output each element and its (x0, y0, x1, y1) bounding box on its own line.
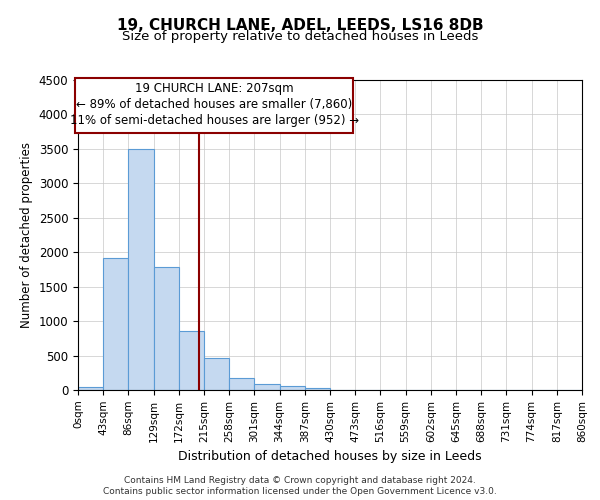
Text: ← 89% of detached houses are smaller (7,860): ← 89% of detached houses are smaller (7,… (76, 98, 352, 111)
Text: 19, CHURCH LANE, ADEL, LEEDS, LS16 8DB: 19, CHURCH LANE, ADEL, LEEDS, LS16 8DB (116, 18, 484, 32)
Text: 11% of semi-detached houses are larger (952) →: 11% of semi-detached houses are larger (… (70, 114, 359, 128)
Bar (254, 384, 280, 390)
Y-axis label: Number of detached properties: Number of detached properties (20, 142, 33, 328)
Text: Size of property relative to detached houses in Leeds: Size of property relative to detached ho… (122, 30, 478, 43)
Text: Contains HM Land Registry data © Crown copyright and database right 2024.: Contains HM Land Registry data © Crown c… (124, 476, 476, 485)
Bar (204, 358, 229, 390)
Bar (128, 149, 154, 390)
Text: Contains public sector information licensed under the Open Government Licence v3: Contains public sector information licen… (103, 488, 497, 496)
X-axis label: Distribution of detached houses by size in Leeds: Distribution of detached houses by size … (178, 450, 482, 463)
Bar (103, 258, 128, 390)
Bar (280, 386, 305, 390)
Text: 19 CHURCH LANE: 207sqm: 19 CHURCH LANE: 207sqm (135, 82, 293, 94)
Bar (229, 378, 254, 390)
FancyBboxPatch shape (76, 78, 353, 132)
Bar (78, 386, 103, 390)
Bar (305, 388, 330, 390)
Bar (154, 268, 179, 390)
Bar (179, 332, 204, 390)
